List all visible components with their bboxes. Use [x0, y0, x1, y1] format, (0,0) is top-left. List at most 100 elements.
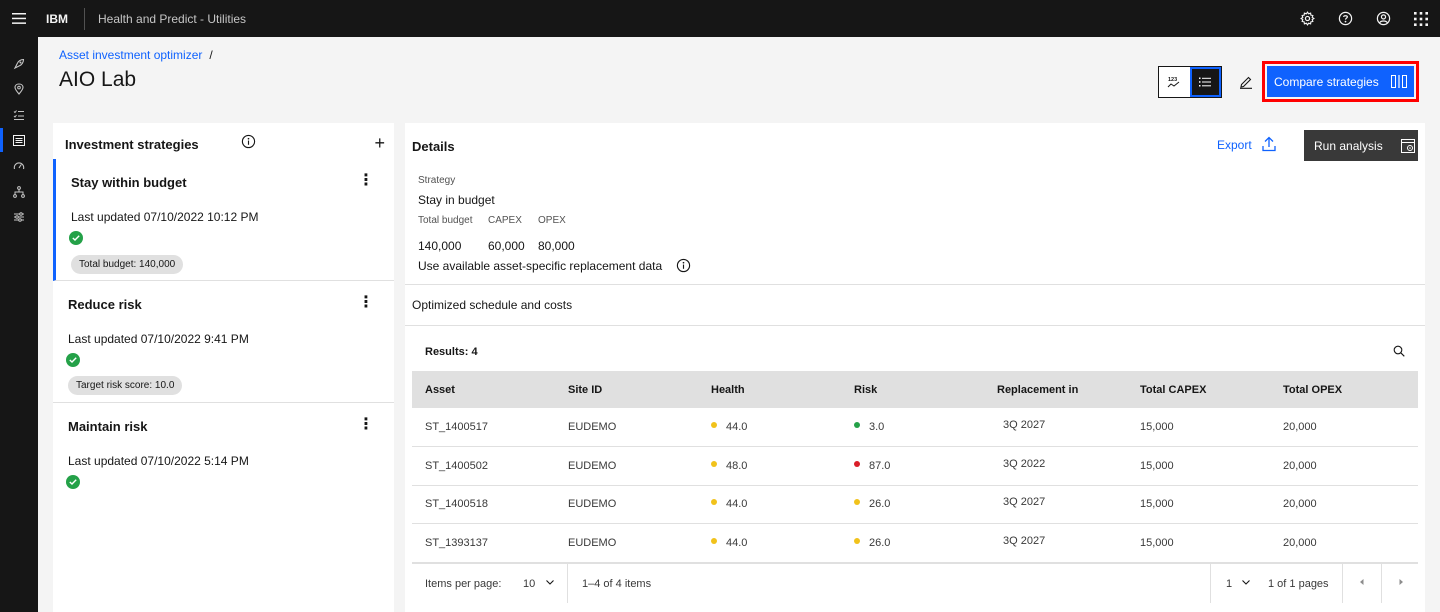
replacement-value: 3Q 2027: [1003, 496, 1046, 509]
opex-cell: 20,000: [1270, 485, 1418, 524]
column-header[interactable]: Site ID: [555, 371, 698, 408]
info-icon[interactable]: [241, 134, 256, 154]
capex-cell: 15,000: [1127, 485, 1270, 524]
chevron-down-icon[interactable]: [1241, 577, 1251, 590]
section-divider: [405, 284, 1425, 285]
column-header[interactable]: Asset: [412, 371, 555, 408]
help-icon[interactable]: [1326, 0, 1364, 37]
pager-divider: [567, 564, 568, 603]
capex-cell: 15,000: [1127, 523, 1270, 563]
strategies-title: Investment strategies: [65, 136, 199, 152]
rocket-icon[interactable]: [0, 52, 38, 76]
overflow-menu-icon[interactable]: ⋮: [358, 172, 374, 189]
user-icon[interactable]: [1364, 0, 1402, 37]
overflow-menu-icon[interactable]: ⋮: [358, 416, 374, 433]
location-icon[interactable]: [0, 77, 38, 101]
capex-cell: 15,000: [1127, 408, 1270, 447]
settings-icon[interactable]: [1288, 0, 1326, 37]
replacement-data-label: Use available asset-specific replacement…: [418, 259, 663, 273]
list-icon: [1199, 77, 1212, 87]
opex-cell: 20,000: [1270, 523, 1418, 563]
table-row[interactable]: ST_1400517 EUDEMO 44.0 3.0 3Q 2027 15,00…: [412, 408, 1418, 447]
column-header[interactable]: Health: [698, 371, 841, 408]
pager-divider: [1381, 564, 1382, 603]
column-header[interactable]: Total CAPEX: [1127, 371, 1270, 408]
table-row[interactable]: ST_1393137 EUDEMO 44.0 26.0 3Q 2027 15,0…: [412, 523, 1418, 563]
asset-cell: ST_1400518: [412, 485, 555, 524]
total-budget-value: 140,000: [418, 239, 462, 253]
health-cell: 44.0: [698, 485, 841, 524]
previous-page-icon[interactable]: [1357, 577, 1367, 590]
run-analysis-button[interactable]: Run analysis: [1304, 130, 1418, 161]
strategy-label: Strategy: [418, 175, 456, 186]
strategy-name: Maintain risk: [68, 419, 148, 434]
pager-divider: [1210, 564, 1211, 603]
risk-value: 26.0: [869, 498, 891, 511]
list-view-button[interactable]: [1189, 67, 1221, 97]
upload-icon[interactable]: [1262, 136, 1276, 157]
site-cell: EUDEMO: [555, 408, 698, 447]
replacement-value: 3Q 2027: [1003, 534, 1046, 547]
risk-cell: 26.0: [841, 523, 984, 563]
edit-button[interactable]: [1232, 66, 1260, 98]
brand-logo[interactable]: IBM: [46, 11, 68, 26]
info-icon[interactable]: [676, 258, 691, 278]
asset-cell: ST_1393137: [412, 523, 555, 563]
chevron-down-icon[interactable]: [545, 577, 555, 590]
page-title: AIO Lab: [59, 68, 137, 91]
item-range: 1–4 of 4 items: [582, 578, 652, 590]
compare-strategies-label: Compare strategies: [1274, 74, 1379, 89]
risk-cell: 3.0: [841, 408, 984, 447]
column-header[interactable]: Total OPEX: [1270, 371, 1418, 408]
health-value: 44.0: [726, 421, 748, 433]
view-toggle: 123: [1158, 66, 1222, 98]
replacement-value: 3Q 2022: [1003, 457, 1046, 470]
health-status-dot: [711, 422, 717, 428]
checkmark-icon: [66, 353, 80, 367]
table-row[interactable]: ST_1400502 EUDEMO 48.0 87.0 3Q 2022 15,0…: [412, 446, 1418, 486]
health-cell: 44.0: [698, 408, 841, 447]
breadcrumb-separator: /: [209, 48, 213, 62]
strategy-updated: Last updated 07/10/2022 9:41 PM: [68, 332, 249, 346]
task-list-icon[interactable]: [0, 103, 38, 127]
hamburger-menu-icon[interactable]: [0, 0, 38, 37]
column-header[interactable]: Replacement in: [984, 371, 1127, 408]
health-value: 48.0: [726, 459, 748, 472]
next-page-icon[interactable]: [1396, 577, 1406, 590]
sliders-icon[interactable]: [0, 205, 38, 229]
health-value: 44.0: [726, 536, 748, 549]
risk-status-dot: [854, 537, 860, 544]
top-header: IBM Health and Predict - Utilities: [0, 0, 1440, 37]
strategy-updated: Last updated 07/10/2022 10:12 PM: [71, 210, 259, 224]
dashboard-icon[interactable]: [0, 128, 38, 152]
schedule-section-title[interactable]: Optimized schedule and costs: [412, 298, 573, 312]
table-row[interactable]: ST_1400518 EUDEMO 44.0 26.0 3Q 2027 15,0…: [412, 485, 1418, 524]
hierarchy-icon[interactable]: [0, 180, 38, 204]
search-icon[interactable]: [1393, 344, 1405, 362]
pager-divider: [1342, 564, 1343, 603]
checkmark-icon: [66, 475, 80, 489]
gauge-icon[interactable]: [0, 154, 38, 178]
breadcrumb-link[interactable]: Asset investment optimizer: [59, 48, 203, 62]
strategy-card[interactable]: Reduce risk ⋮ Last updated 07/10/2022 9:…: [53, 281, 394, 403]
breadcrumb: Asset investment optimizer /: [59, 48, 213, 62]
total-budget-label: Total budget: [418, 215, 473, 226]
items-per-page-select[interactable]: 10: [523, 578, 536, 590]
export-link[interactable]: Export: [1217, 138, 1252, 152]
overflow-menu-icon[interactable]: ⋮: [358, 294, 374, 311]
add-strategy-button[interactable]: +: [374, 133, 385, 153]
side-nav-rail: [0, 37, 38, 612]
section-divider: [405, 325, 1425, 326]
compare-strategies-button[interactable]: Compare strategies: [1267, 66, 1414, 97]
numeric-view-button[interactable]: 123: [1159, 67, 1190, 97]
strategy-card[interactable]: Stay within budget ⋮ Last updated 07/10/…: [53, 159, 394, 281]
opex-cell: 20,000: [1270, 408, 1418, 447]
risk-status-dot: [854, 460, 860, 467]
results-table: Asset Site ID Health Risk Replacement in…: [412, 371, 1418, 563]
site-cell: EUDEMO: [555, 485, 698, 524]
page-select[interactable]: 1: [1226, 578, 1233, 590]
strategy-card[interactable]: Maintain risk ⋮ Last updated 07/10/2022 …: [53, 403, 394, 503]
opex-value: 80,000: [538, 239, 575, 253]
app-switcher-icon[interactable]: [1402, 0, 1440, 37]
column-header[interactable]: Risk: [841, 371, 984, 408]
